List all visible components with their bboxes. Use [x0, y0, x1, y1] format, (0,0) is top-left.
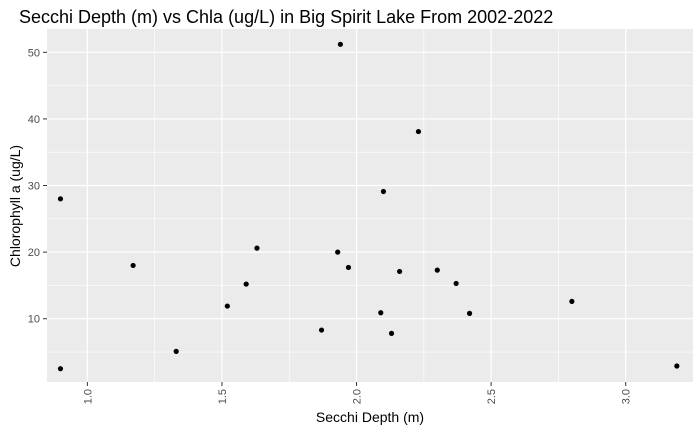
- y-axis-title: Chlorophyll a (ug/L): [7, 145, 23, 267]
- y-tick-label: 30: [28, 181, 40, 193]
- data-point: [224, 303, 230, 309]
- data-point: [415, 128, 422, 135]
- data-point: [453, 280, 459, 287]
- data-point: [337, 41, 343, 47]
- data-point: [130, 262, 136, 269]
- data-point: [466, 310, 473, 316]
- data-point: [674, 363, 680, 369]
- data-point: [57, 196, 64, 202]
- x-tick-label: 1.0: [82, 389, 94, 404]
- y-tick-label: 10: [28, 314, 40, 326]
- data-point: [254, 245, 260, 251]
- x-axis-title: Secchi Depth (m): [316, 409, 424, 425]
- data-point: [380, 188, 387, 195]
- data-point: [243, 281, 249, 287]
- grid-lines: [47, 29, 693, 382]
- y-tick-label: 20: [28, 247, 40, 259]
- x-tick-label: 3.0: [621, 389, 633, 404]
- data-point: [345, 264, 352, 271]
- data-point: [388, 330, 395, 336]
- data-point: [335, 249, 341, 255]
- data-point: [318, 327, 325, 333]
- data-point: [434, 267, 440, 273]
- data-point: [57, 366, 64, 372]
- x-tick-label: 1.5: [217, 389, 229, 404]
- data-point: [397, 268, 403, 275]
- plot-panel: [47, 29, 693, 382]
- x-tick-label: 2.0: [352, 389, 364, 404]
- data-point: [569, 298, 575, 305]
- data-point: [378, 310, 384, 316]
- y-axis: 10 20 30 40 50: [28, 47, 47, 326]
- data-point: [173, 348, 179, 354]
- x-axis: 1.0 1.5 2.0 2.5 3.0: [82, 382, 633, 404]
- chart-title: Secchi Depth (m) vs Chla (ug/L) in Big S…: [19, 7, 553, 27]
- data-points: [57, 41, 680, 372]
- y-tick-label: 50: [28, 47, 40, 59]
- x-tick-label: 2.5: [486, 389, 498, 404]
- y-tick-label: 40: [28, 114, 40, 126]
